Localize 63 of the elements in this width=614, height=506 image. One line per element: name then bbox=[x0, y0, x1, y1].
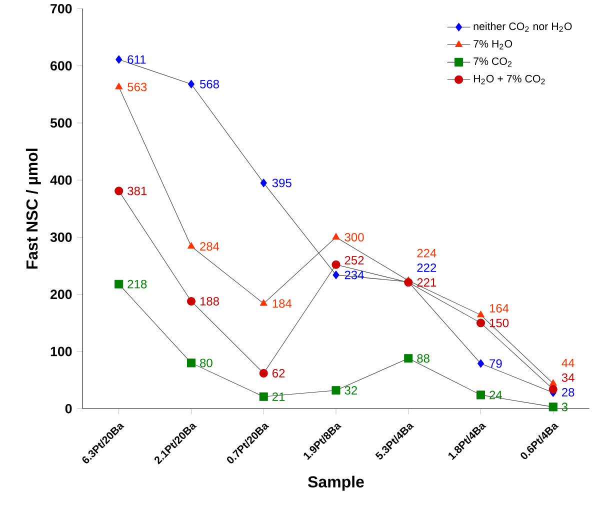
point bbox=[548, 384, 558, 394]
data-label: 32 bbox=[344, 386, 357, 395]
x-axis-title: Sample bbox=[308, 476, 364, 491]
point bbox=[259, 392, 268, 401]
data-label: 88 bbox=[417, 354, 430, 363]
data-label: 218 bbox=[128, 280, 147, 288]
data-label: 150 bbox=[490, 318, 509, 328]
point bbox=[114, 280, 124, 288]
data-label: 79 bbox=[490, 359, 502, 368]
data-label: 164 bbox=[490, 304, 509, 313]
data-label: 62 bbox=[272, 368, 285, 378]
data-label: 300 bbox=[344, 232, 364, 242]
data-label: 184 bbox=[272, 299, 292, 308]
point bbox=[476, 318, 486, 328]
point bbox=[477, 359, 484, 368]
data-label: 224 bbox=[417, 248, 436, 258]
data-label: 563 bbox=[128, 82, 147, 92]
data-label: 24 bbox=[490, 390, 502, 400]
point bbox=[332, 386, 340, 395]
data-label: 222 bbox=[417, 263, 436, 272]
data-label: 381 bbox=[128, 186, 147, 196]
data-label: 284 bbox=[200, 242, 220, 251]
data-label: 188 bbox=[200, 296, 219, 306]
data-label: 395 bbox=[272, 178, 292, 188]
y-tick-label: 300 bbox=[50, 232, 72, 242]
y-tick-label: 400 bbox=[50, 175, 72, 185]
y-tick-label: 600 bbox=[50, 61, 72, 71]
data-label: 611 bbox=[128, 55, 146, 64]
point bbox=[332, 232, 340, 240]
point bbox=[477, 310, 484, 318]
point bbox=[115, 82, 123, 90]
point bbox=[259, 368, 268, 378]
point bbox=[116, 55, 122, 64]
point bbox=[332, 270, 340, 280]
data-label: 221 bbox=[417, 278, 436, 287]
point bbox=[260, 178, 267, 188]
y-tick-label: 700 bbox=[50, 4, 72, 14]
point bbox=[260, 299, 268, 306]
point bbox=[186, 358, 196, 368]
legend-label: 7% CO$_{2}$ bbox=[474, 57, 512, 67]
y-tick-label: 0 bbox=[65, 404, 72, 414]
point bbox=[404, 354, 413, 363]
data-label: 568 bbox=[200, 80, 219, 88]
data-label: 80 bbox=[200, 358, 212, 368]
data-label: 44 bbox=[562, 358, 574, 368]
point bbox=[476, 390, 486, 400]
y-axis-title: Fast NSC / µmol bbox=[26, 148, 41, 269]
point bbox=[188, 242, 195, 249]
point bbox=[188, 80, 195, 88]
point bbox=[114, 186, 124, 196]
point bbox=[186, 296, 196, 306]
point bbox=[332, 260, 340, 269]
data-label: 34 bbox=[562, 373, 574, 382]
legend-label: neither CO$_{2}$ nor H$_{2}$O bbox=[474, 22, 572, 32]
legend-label: H$_{2}$O + 7% CO$_{2}$ bbox=[474, 74, 545, 84]
data-label: 28 bbox=[562, 388, 574, 397]
data-label: 252 bbox=[344, 256, 364, 265]
point bbox=[548, 402, 558, 412]
y-tick-label: 200 bbox=[50, 290, 72, 300]
point bbox=[549, 379, 557, 386]
y-tick-label: 500 bbox=[50, 118, 72, 128]
legend-label: 7% H$_{2}$O bbox=[474, 40, 512, 50]
y-tick-label: 100 bbox=[50, 346, 72, 356]
